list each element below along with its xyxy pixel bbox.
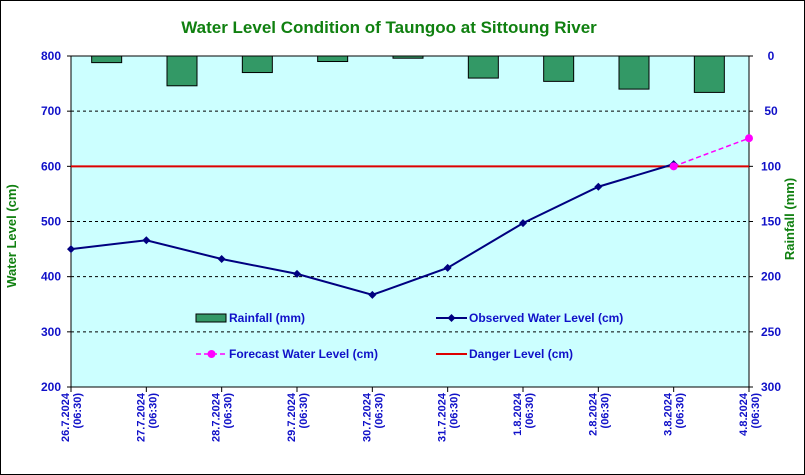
observed-point-marker [519, 219, 527, 228]
x-tick-label: 28.7.2024(06:30) [211, 392, 235, 442]
y-right-tick-label: 300 [761, 380, 781, 394]
rainfall-bar [693, 55, 725, 93]
legend-danger-label: Danger Level (cm) [469, 347, 573, 361]
observed-point-marker [293, 269, 301, 278]
y-left-tick-label: 500 [41, 215, 61, 229]
plot-area: 200 300 400 500 600 700 800 0 50 100 150 200 250 300 2… [41, 49, 781, 442]
legend: Rainfall (mm) Observed Water Level (cm) Fo… [195, 311, 623, 361]
y-right-tick-label: 200 [761, 270, 781, 284]
forecast-point-marker [745, 134, 753, 143]
rainfall-bar [91, 55, 123, 64]
y-right-tick-label: 0 [768, 49, 775, 63]
forecast-point-marker [669, 162, 678, 171]
legend-forecast-label: Forecast Water Level (cm) [229, 347, 378, 361]
y-left-tick-label: 200 [41, 380, 61, 394]
y-axis-right-title: Rainfall (mm) [782, 178, 797, 260]
x-tick-label: 26.7.2024(06:30) [60, 392, 84, 442]
x-tick-label: 31.7.2024(06:30) [437, 392, 461, 442]
y-right-tick-label: 250 [761, 325, 781, 339]
y-right-tick-label: 50 [764, 104, 778, 118]
rainfall-bar [392, 55, 424, 59]
y-left-tick-label: 600 [41, 159, 61, 173]
observed-point-marker [142, 236, 151, 245]
y-left-tick-label: 700 [41, 104, 61, 118]
x-tick-label: 2.8.2024(06:30) [587, 392, 611, 436]
rainfall-bar [618, 55, 650, 90]
observed-point-marker [594, 182, 603, 191]
y-axis-left-title: Water Level (cm) [4, 184, 19, 288]
y-left-tick-label: 400 [41, 270, 61, 284]
rainfall-bar [467, 55, 499, 79]
rainfall-bar [317, 55, 349, 63]
observed-point-marker [368, 290, 377, 299]
legend-rainfall-swatch [195, 313, 227, 323]
chart-title: Water Level Condition of Taungoo at Sitt… [181, 18, 597, 37]
rainfall-bar [241, 55, 273, 74]
legend-forecast-marker [207, 350, 216, 358]
observed-point-marker [443, 263, 452, 272]
y-right-tick-label: 100 [761, 159, 781, 173]
legend-rainfall-label: Rainfall (mm) [229, 311, 305, 325]
rainfall-bar [543, 55, 575, 82]
y-left-tick-label: 300 [41, 325, 61, 339]
y-right-tick-label: 150 [761, 215, 781, 229]
rainfall-bar [166, 55, 198, 87]
x-tick-label: 1.8.2024(06:30) [512, 392, 536, 436]
legend-observed-marker [447, 314, 456, 322]
x-tick-label: 30.7.2024(06:30) [361, 392, 385, 442]
observed-point-marker [67, 245, 75, 254]
x-tick-label: 29.7.2024(06:30) [286, 392, 310, 442]
y-left-tick-label: 800 [41, 49, 61, 63]
x-tick-label: 4.8.2024(06:30) [738, 392, 762, 436]
forecast-water-level-line [673, 137, 750, 168]
observed-point-marker [217, 255, 226, 264]
x-tick-label: 3.8.2024(06:30) [663, 392, 687, 436]
legend-observed-label: Observed Water Level (cm) [469, 311, 623, 325]
x-tick-label: 27.7.2024(06:30) [135, 392, 159, 442]
